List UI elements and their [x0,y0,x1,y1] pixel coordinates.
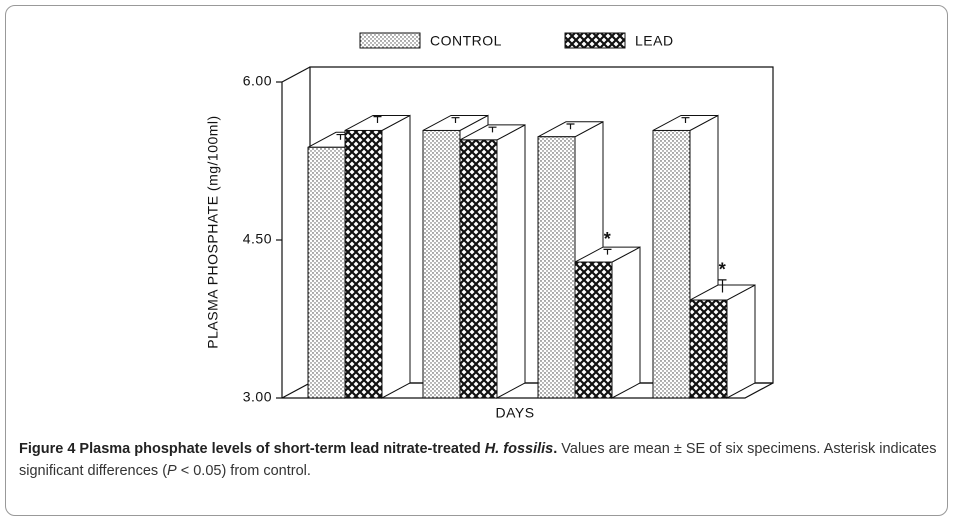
caption-period: . [553,441,558,457]
bar [537,136,576,399]
y-tick-label: 6.00 [243,73,272,89]
bar [652,129,691,399]
left-wall-top [281,66,311,83]
bar [344,129,383,399]
caption-label: Figure 4 [19,441,76,457]
y-axis-label: PLASMA PHOSPHATE (mg/100ml) [205,115,221,348]
caption-title: Plasma phosphate levels of short-term le… [75,441,485,457]
bar [689,299,728,399]
legend-label: CONTROL [430,33,502,49]
error-bar [603,248,612,255]
bar-side [726,284,756,399]
error-bar [373,116,382,123]
caption: Figure 4 Plasma phosphate levels of shor… [19,438,939,482]
bar [422,129,461,399]
y-tick-label: 4.50 [243,231,272,247]
bar-side [611,246,641,399]
legend-swatch [564,32,626,49]
chart: PLASMA PHOSPHATE (mg/100ml) DAYS 3.00 4.5… [205,32,774,421]
bar [574,261,613,399]
annotation: * [719,260,727,280]
x-axis-label: DAYS [495,405,534,421]
caption-p: P [167,463,177,479]
bar [307,146,346,399]
error-bar [336,133,345,140]
bar-side [381,114,411,399]
error-bar [488,126,497,133]
y-tick-label: 3.00 [243,389,272,405]
legend-swatch [359,32,421,49]
error-bar [681,117,690,123]
error-bar [451,117,460,123]
figure-frame [5,5,948,516]
legend-label: LEAD [635,33,674,49]
caption-text: Values are mean ± SE of six specimens. A… [19,441,937,479]
bar-side [496,124,526,399]
bar [459,139,498,399]
error-bar [718,279,727,293]
caption-species: H. fossilis [484,441,554,457]
error-bar [566,123,575,130]
caption-text: < 0.05) from control. [176,463,311,479]
annotation: * [604,229,612,249]
